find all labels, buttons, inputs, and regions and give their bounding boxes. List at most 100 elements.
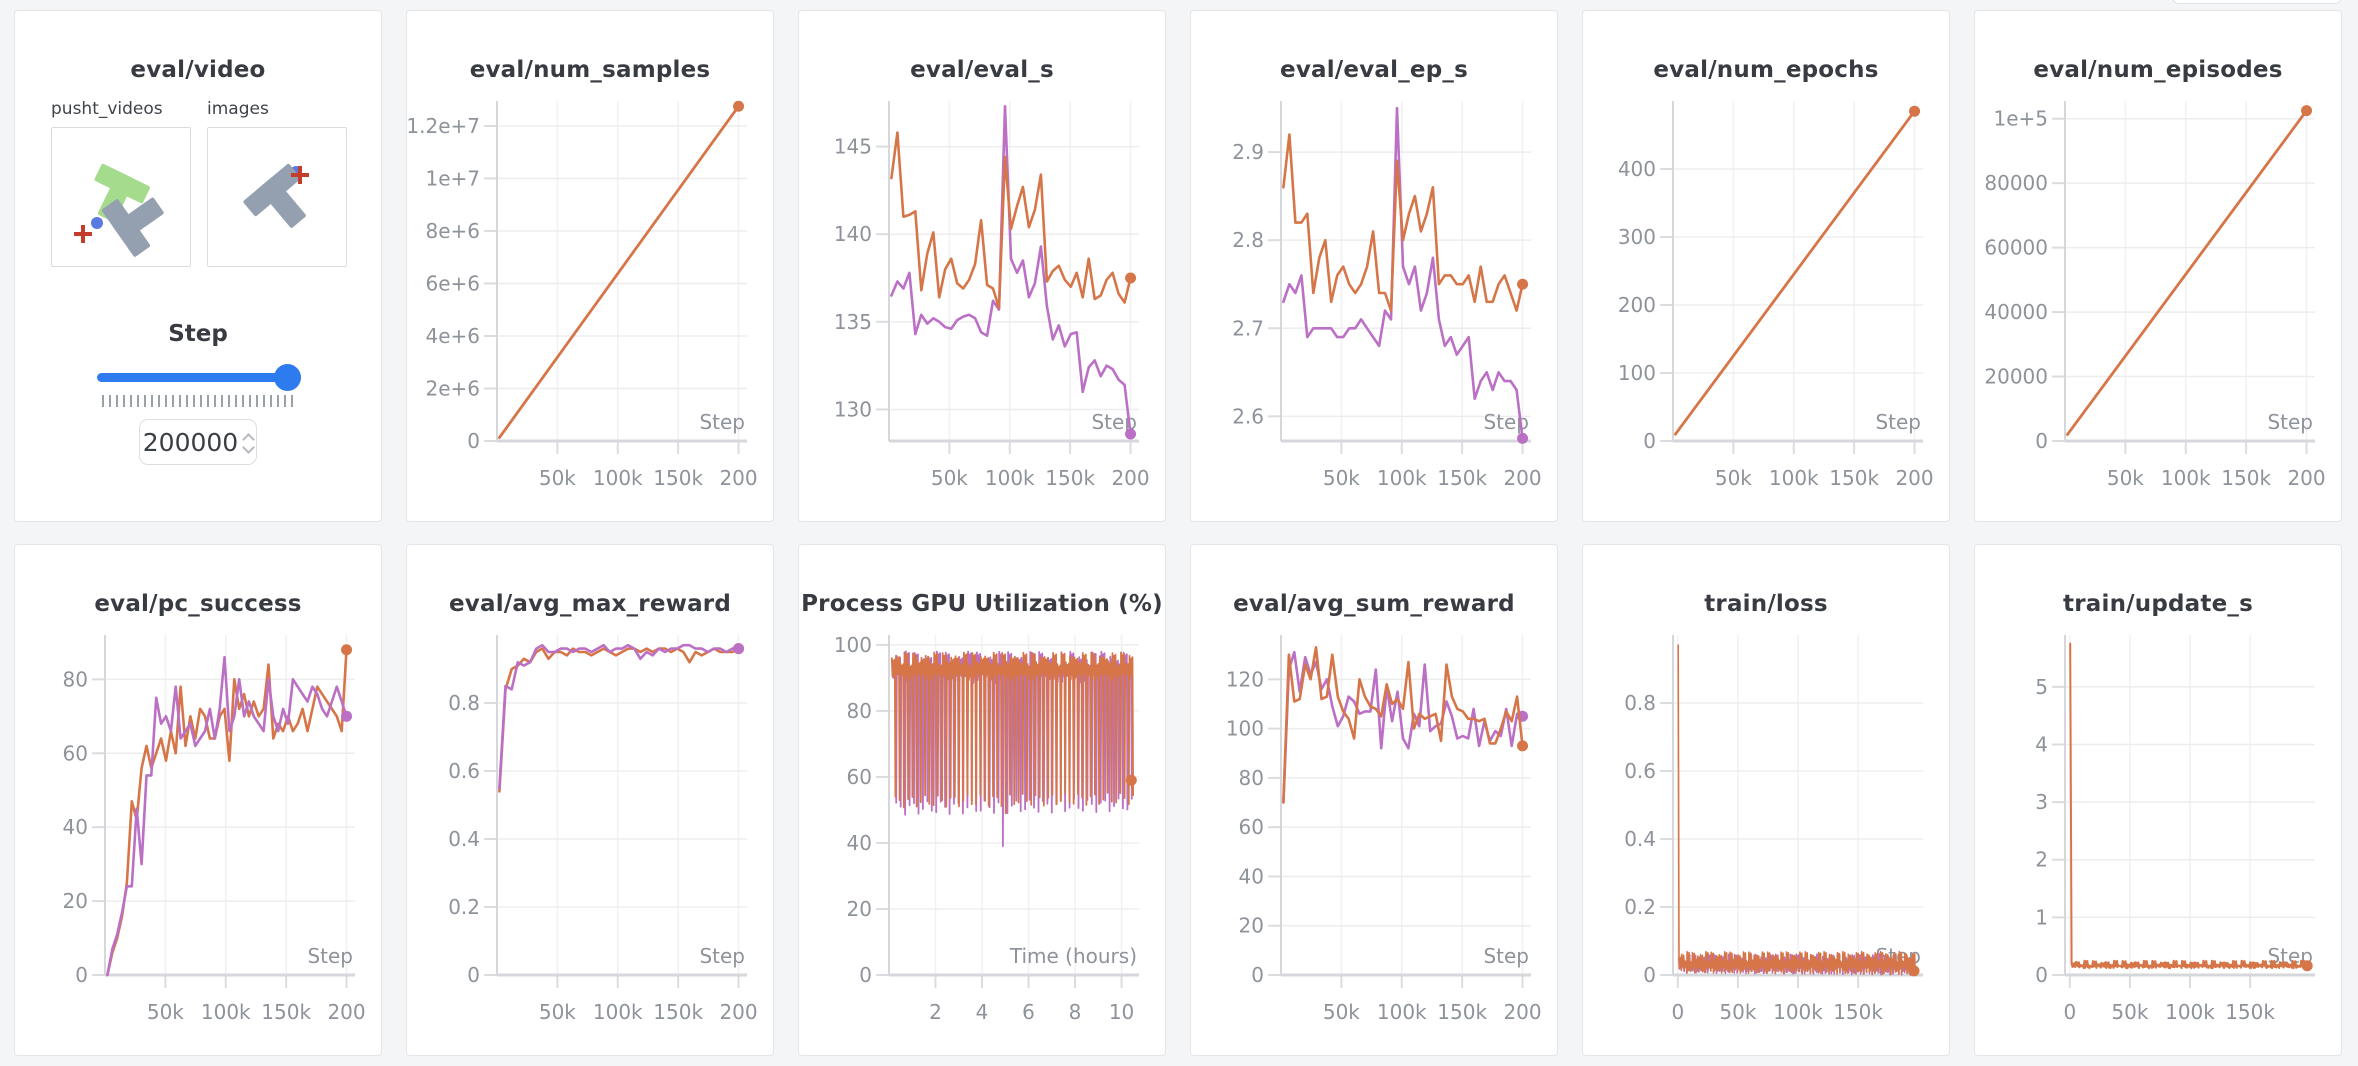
svg-text:150k: 150k [1437, 1000, 1487, 1024]
svg-text:0.4: 0.4 [448, 827, 480, 851]
svg-text:0: 0 [1251, 963, 1264, 987]
svg-text:0.8: 0.8 [448, 691, 480, 715]
svg-text:60: 60 [1239, 815, 1264, 839]
svg-text:1e+7: 1e+7 [425, 166, 480, 190]
panel-eval-avg-max-reward: eval/avg_max_reward 50k 100k 150k 200 0 0.2 0.… [406, 544, 774, 1056]
svg-text:200: 200 [2287, 466, 2325, 490]
svg-text:80: 80 [63, 667, 88, 691]
pusht-video-thumbnail[interactable] [51, 127, 191, 267]
chart-title: eval/pc_success [94, 591, 302, 617]
dashboard-grid: eval/video pusht_videos [14, 10, 2344, 1056]
svg-text:8e+6: 8e+6 [425, 219, 480, 243]
svg-text:0: 0 [467, 429, 480, 453]
panel-gpu-utilization: Process GPU Utilization (%) 2 4 6 8 10 0 20 40 6… [798, 544, 1166, 1056]
svg-text:100k: 100k [593, 1000, 643, 1024]
chart-title: eval/eval_s [910, 57, 1054, 83]
step-input[interactable]: 200000 [139, 419, 257, 465]
svg-text:300: 300 [1618, 225, 1656, 249]
svg-text:60: 60 [847, 765, 872, 789]
svg-text:Time (hours): Time (hours) [1009, 944, 1137, 968]
cutoff-card-edge [2172, 0, 2342, 4]
svg-text:0: 0 [2063, 1000, 2076, 1024]
chart-eval-num-samples[interactable]: 50k 100k 150k 200 0 2e+6 4e+6 6e+6 8e+6 1e+7 1.2e+… [407, 89, 773, 507]
svg-text:40: 40 [1239, 864, 1264, 888]
chart-gpu-utilization[interactable]: 2 4 6 8 10 0 20 40 60 80 100 Time (hours) [799, 623, 1165, 1041]
panel-eval-num-samples: eval/num_samples 50k 100k 150k 200 0 2e+6 4e+6… [406, 10, 774, 522]
chart-eval-avg-max-reward[interactable]: 50k 100k 150k 200 0 0.2 0.4 0.6 0.8 Step [407, 623, 773, 1041]
panel-title-eval-video: eval/video [130, 57, 266, 83]
chart-eval-pc-success[interactable]: 50k 100k 150k 200 0 20 40 60 80 Step [15, 623, 381, 1041]
panel-eval-num-epochs: eval/num_epochs 50k 100k 150k 200 0 100 200 300… [1582, 10, 1950, 522]
chart-title: eval/eval_ep_s [1280, 57, 1468, 83]
svg-text:4e+6: 4e+6 [425, 324, 480, 348]
svg-text:0: 0 [1643, 963, 1656, 987]
svg-text:2.6: 2.6 [1232, 404, 1264, 428]
chart-eval-avg-sum-reward[interactable]: 50k 100k 150k 200 0 20 40 60 80 100 120 Step [1191, 623, 1557, 1041]
chart-eval-num-episodes[interactable]: 50k 100k 150k 200 0 20000 40000 60000 80000 1e+5 S… [1975, 89, 2341, 507]
svg-text:2: 2 [2035, 848, 2048, 872]
panel-eval-eval-s: eval/eval_s 50k 100k 150k 200 130 135 140 145 St… [798, 10, 1166, 522]
svg-text:150k: 150k [1829, 466, 1879, 490]
chart-title: eval/num_samples [469, 57, 711, 83]
svg-text:Step: Step [699, 944, 745, 968]
svg-text:0: 0 [1643, 429, 1656, 453]
svg-text:0: 0 [1671, 1000, 1684, 1024]
svg-text:150k: 150k [653, 1000, 703, 1024]
slider-thumb[interactable] [274, 364, 301, 391]
svg-text:80: 80 [847, 699, 872, 723]
svg-text:50k: 50k [147, 1000, 184, 1024]
panel-eval-pc-success: eval/pc_success 50k 100k 150k 200 0 20 40 60 80 S… [14, 544, 382, 1056]
svg-text:200: 200 [719, 466, 757, 490]
svg-text:200: 200 [327, 1000, 365, 1024]
svg-text:0.6: 0.6 [448, 759, 480, 783]
chart-title: eval/num_epochs [1653, 57, 1879, 83]
svg-text:Step: Step [699, 410, 745, 434]
svg-text:100k: 100k [1773, 1000, 1823, 1024]
chart-eval-num-epochs[interactable]: 50k 100k 150k 200 0 100 200 300 400 Step [1583, 89, 1949, 507]
images-thumbnail[interactable] [207, 127, 347, 267]
stepper-arrows[interactable] [242, 432, 256, 454]
chart-title: train/update_s [2063, 591, 2253, 617]
step-slider[interactable] [97, 363, 301, 391]
svg-text:0: 0 [859, 963, 872, 987]
chart-eval-eval-s[interactable]: 50k 100k 150k 200 130 135 140 145 Step [799, 89, 1165, 507]
svg-text:4: 4 [2035, 732, 2048, 756]
chart-train-loss[interactable]: 0 50k 100k 150k 0 0.2 0.4 0.6 0.8 Step [1583, 623, 1949, 1041]
media-thumb-images: images [207, 99, 347, 267]
svg-text:200: 200 [719, 1000, 757, 1024]
svg-text:80: 80 [1239, 766, 1264, 790]
step-input-value: 200000 [142, 427, 239, 457]
panel-eval-avg-sum-reward: eval/avg_sum_reward 50k 100k 150k 200 0 20 40 6… [1190, 544, 1558, 1056]
svg-text:120: 120 [1226, 667, 1264, 691]
svg-text:200: 200 [1895, 466, 1933, 490]
svg-text:50k: 50k [2107, 466, 2144, 490]
svg-text:100k: 100k [201, 1000, 251, 1024]
svg-text:2: 2 [929, 1000, 942, 1024]
svg-text:80000: 80000 [1984, 171, 2048, 195]
chart-title: train/loss [1704, 591, 1828, 617]
svg-text:50k: 50k [539, 466, 576, 490]
slider-tick-ruler [102, 395, 294, 407]
chart-eval-eval-ep-s[interactable]: 50k 100k 150k 200 2.6 2.7 2.8 2.9 Step [1191, 89, 1557, 507]
svg-text:4: 4 [976, 1000, 989, 1024]
slider-track[interactable] [97, 373, 299, 382]
svg-text:2.7: 2.7 [1232, 316, 1264, 340]
panel-train-update-s: train/update_s 0 50k 100k 150k 0 1 2 3 4 5 Step [1974, 544, 2342, 1056]
chart-title: eval/num_episodes [2033, 57, 2283, 83]
svg-text:20: 20 [847, 897, 872, 921]
svg-text:20: 20 [1239, 914, 1264, 938]
svg-text:0.2: 0.2 [1624, 895, 1656, 919]
svg-text:0.4: 0.4 [1624, 827, 1656, 851]
svg-text:0: 0 [2035, 429, 2048, 453]
svg-text:150k: 150k [2225, 1000, 2275, 1024]
chart-train-update-s[interactable]: 0 50k 100k 150k 0 1 2 3 4 5 Step [1975, 623, 2341, 1041]
svg-text:200: 200 [1503, 466, 1541, 490]
svg-text:1e+5: 1e+5 [1993, 107, 2048, 131]
svg-text:140: 140 [834, 222, 872, 246]
svg-text:1: 1 [2035, 905, 2048, 929]
svg-text:5: 5 [2035, 675, 2048, 699]
svg-text:Step: Step [307, 944, 353, 968]
svg-text:0: 0 [75, 963, 88, 987]
svg-text:150k: 150k [1437, 466, 1487, 490]
media-thumbnails: pusht_videos [15, 99, 381, 267]
